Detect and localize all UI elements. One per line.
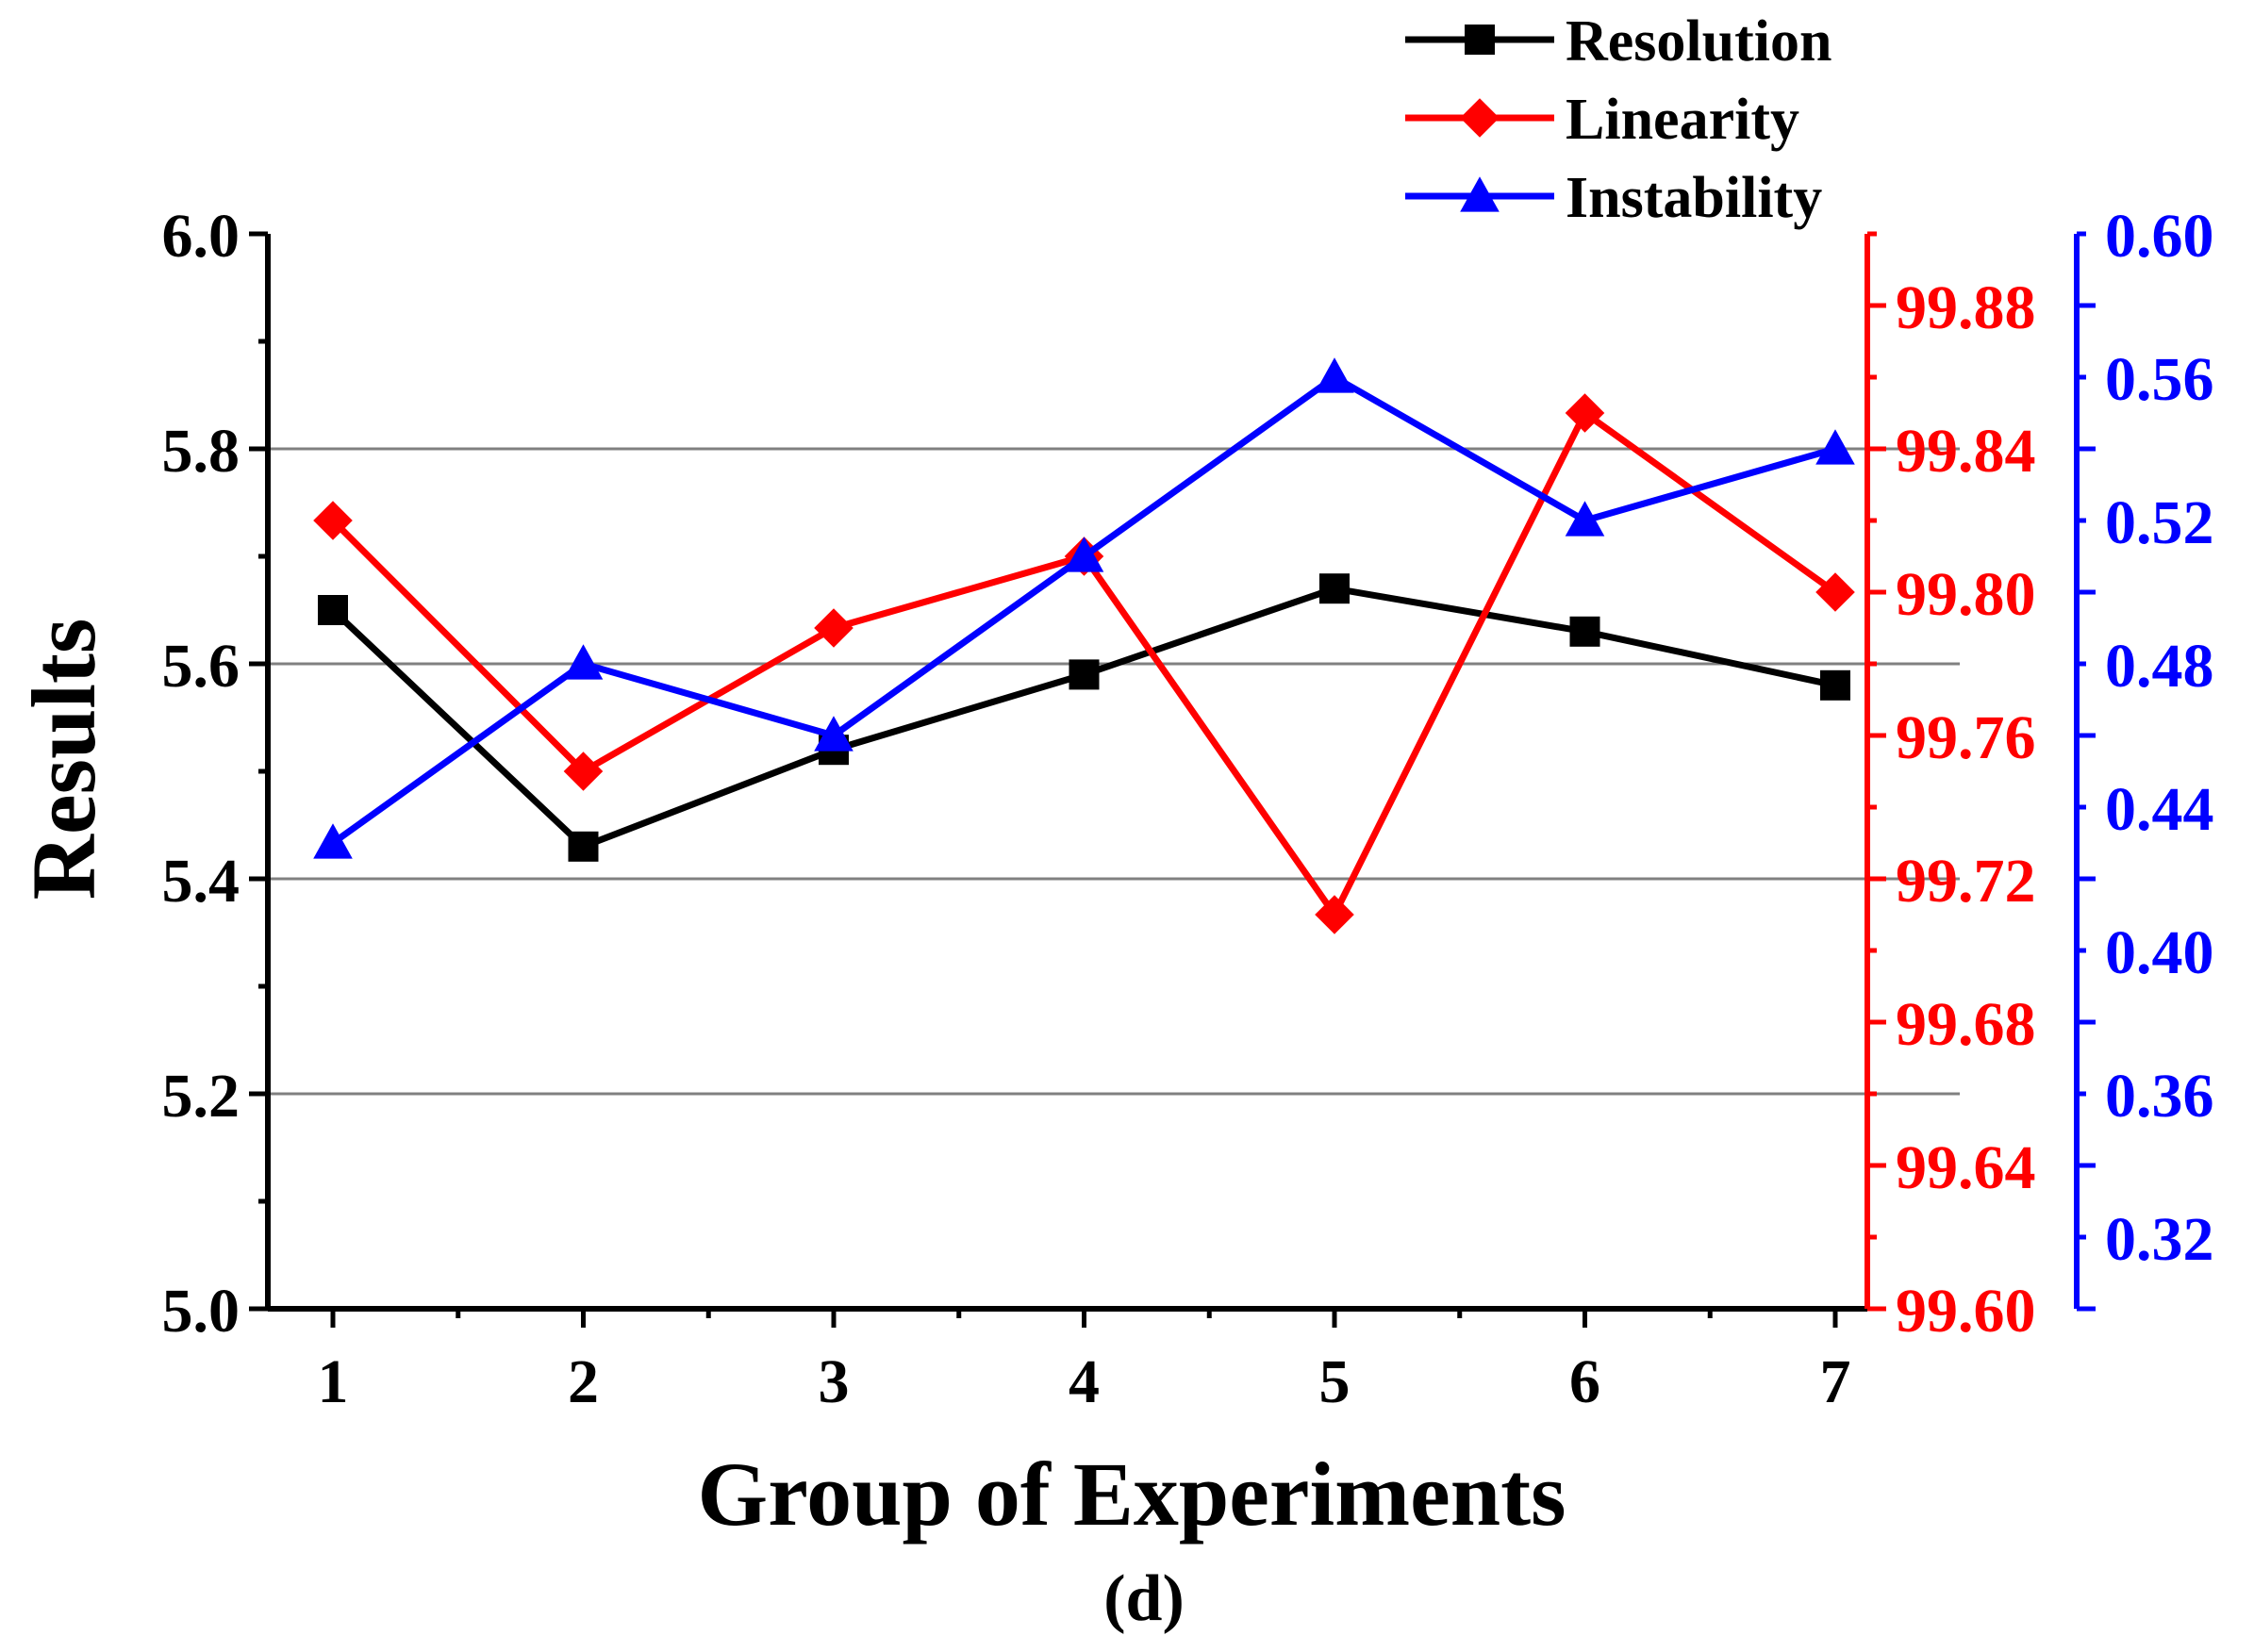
resolution-series: [318, 573, 1850, 862]
instability-point: [1064, 537, 1104, 572]
linearity-axis-tick-label: 99.84: [1896, 417, 2036, 486]
x-tick-label: 2: [568, 1347, 599, 1416]
resolution-point: [318, 595, 348, 625]
legend: Resolution Linearity Instability: [1405, 9, 1831, 230]
x-tick-label: 7: [1820, 1347, 1851, 1416]
x-axis-title: Group of Experiments: [698, 1444, 1566, 1545]
left-tick-label: 6.0: [162, 202, 240, 271]
linearity-axis-tick-label: 99.76: [1896, 703, 2036, 772]
linearity-axis-tick-label: 99.72: [1896, 847, 2036, 916]
instability-axis-tick-label: 0.44: [2105, 775, 2214, 844]
resolution-point: [1069, 659, 1100, 690]
x-tick-label: 4: [1069, 1347, 1100, 1416]
linearity-point: [1815, 572, 1855, 612]
instability-point: [1565, 501, 1605, 537]
linearity-axis-tick-label: 99.60: [1896, 1277, 2036, 1346]
left-tick-label: 5.2: [162, 1062, 240, 1131]
linearity-point: [313, 501, 353, 540]
instability-line: [330, 372, 1836, 846]
legend-marker-linearity: [1460, 98, 1500, 138]
resolution-point: [1319, 573, 1350, 604]
linearity-axis-tick-label: 99.80: [1896, 560, 2036, 629]
legend-label-resolution: Resolution: [1566, 9, 1831, 74]
instability-axis-tick-label: 0.32: [2105, 1205, 2214, 1274]
y-axis-title: Results: [13, 619, 114, 900]
legend-item-instability: Instability: [1405, 166, 1822, 230]
legend-marker-resolution: [1465, 25, 1495, 55]
series: [313, 357, 1855, 934]
instability-point: [814, 716, 854, 752]
instability-point: [1315, 357, 1354, 393]
linearity-point: [1315, 895, 1354, 934]
axes: 5.0 5.2 5.4 5.6 5.8 6.0 1 2 3 4 5 6 7 99.60 99.64 99.68…: [162, 202, 2214, 1416]
left-tick-label: 5.6: [162, 632, 240, 701]
left-tick-label: 5.8: [162, 417, 240, 486]
instability-point: [563, 644, 604, 680]
linearity-axis-tick-label: 99.68: [1896, 990, 2036, 1059]
legend-label-linearity: Linearity: [1566, 88, 1799, 152]
legend-marker-instability: [1460, 176, 1500, 212]
linearity-axis-tick-label: 99.64: [1896, 1133, 2036, 1202]
instability-axis-tick-label: 0.40: [2105, 918, 2214, 987]
instability-axis-tick-label: 0.56: [2105, 345, 2214, 414]
instability-point: [313, 823, 353, 859]
resolution-point: [1569, 616, 1600, 647]
instability-axis-tick-label: 0.36: [2105, 1062, 2214, 1131]
instability-series: [313, 357, 1855, 859]
resolution-line: [330, 585, 1836, 851]
instability-axis-tick-label: 0.60: [2105, 202, 2214, 271]
x-tick-label: 5: [1319, 1347, 1351, 1416]
linearity-point: [814, 608, 854, 648]
linearity-axis-tick-label: 99.88: [1896, 273, 2036, 342]
linearity-point: [1565, 393, 1605, 433]
instability-axis-tick-label: 0.48: [2105, 632, 2214, 701]
resolution-point: [1820, 669, 1850, 701]
gridlines: [268, 447, 1960, 1096]
x-tick-label: 3: [819, 1347, 850, 1416]
legend-item-resolution: Resolution: [1405, 9, 1831, 74]
labels: Results Group of Experiments (d): [13, 619, 1566, 1635]
instability-point: [1815, 429, 1855, 465]
instability-axis-tick-label: 0.52: [2105, 488, 2214, 557]
resolution-point: [568, 831, 599, 862]
x-tick-label: 1: [318, 1347, 349, 1416]
legend-item-linearity: Linearity: [1405, 88, 1799, 152]
figure-caption: (d): [1103, 1562, 1185, 1635]
linearity-point: [563, 752, 604, 791]
legend-label-instability: Instability: [1566, 166, 1822, 230]
left-tick-label: 5.4: [162, 847, 240, 916]
left-tick-label: 5.0: [162, 1277, 240, 1346]
x-tick-label: 6: [1569, 1347, 1600, 1416]
